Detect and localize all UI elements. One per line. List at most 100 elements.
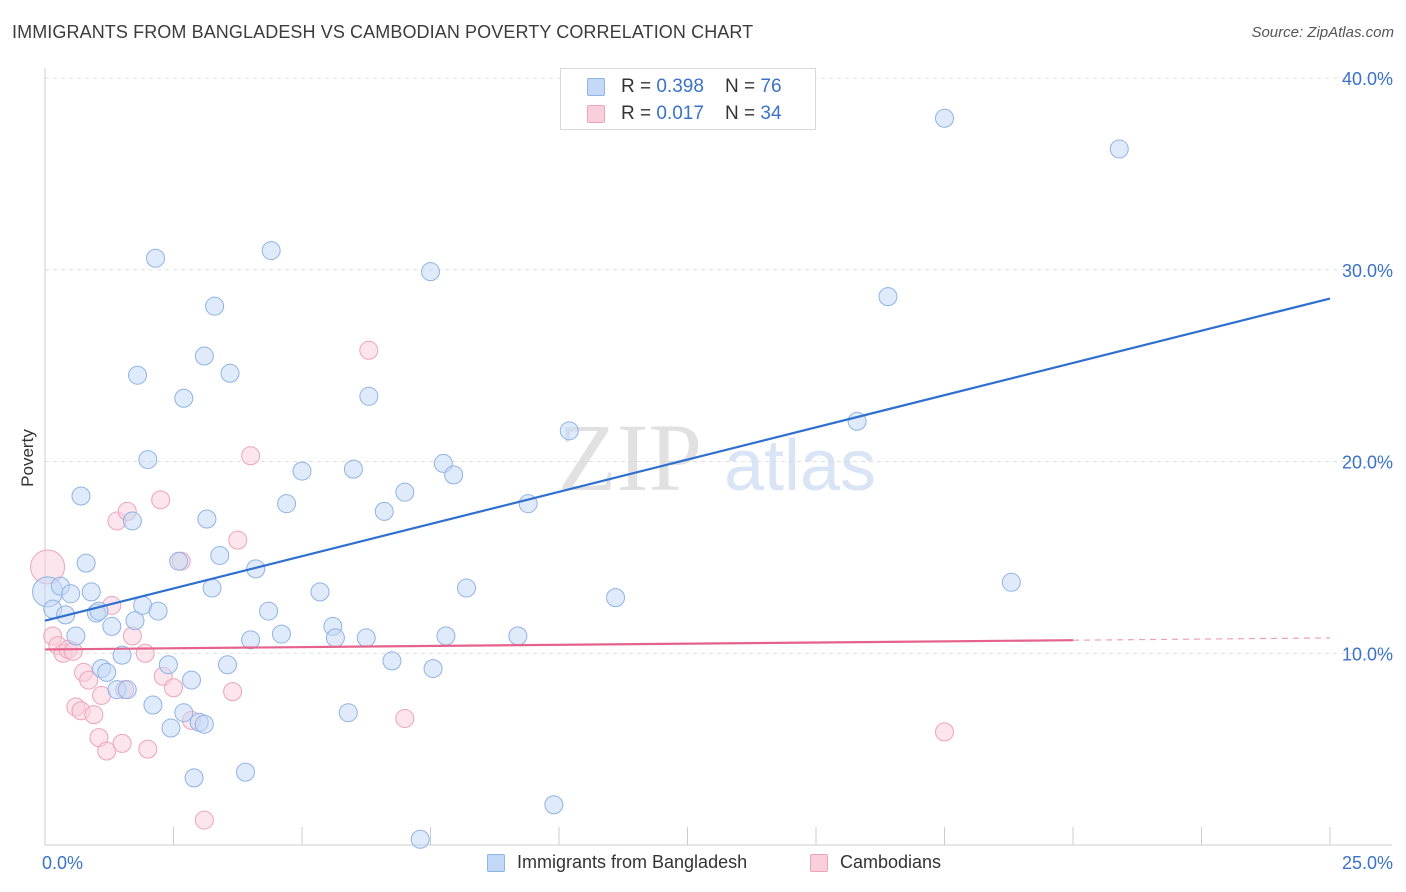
legend-swatch-blue [587,78,605,96]
bangladesh-point [210,545,230,565]
cambodians-point [84,705,104,725]
watermark-atlas: atlas [724,426,876,506]
bangladesh-point [205,296,225,316]
bangladesh-point [508,626,528,646]
correlation-legend: R = 0.398 N = 76 R = 0.017 N = 34 [560,68,816,130]
legend-label-cambodians: Cambodians [840,852,942,872]
cambodians-point [112,733,132,753]
bangladesh-point [194,346,214,366]
bangladesh-point [235,762,255,782]
bangladesh-point [436,626,456,646]
bangladesh-point [138,450,158,470]
bangladesh-point [606,588,626,608]
legend-n-value: 34 [760,103,782,124]
bangladesh-point [217,655,237,675]
y-axis-label: Poverty [18,429,37,487]
bangladesh-point [161,718,181,738]
bangladesh-point [382,651,402,671]
bangladesh-point [174,388,194,408]
bangladesh-point [423,659,443,679]
bangladesh-point [174,703,194,723]
bangladesh-point [97,662,117,682]
y-tick-label: 30.0% [1342,261,1393,281]
bangladesh-point [343,459,363,479]
tick-labels: 10.0% 20.0% 30.0% 40.0% 0.0% 25.0% [42,69,1393,873]
bangladesh-point [102,616,122,636]
bangladesh-point [544,795,564,815]
bangladesh-point [202,578,222,598]
cambodians-point [79,670,99,690]
legend-n-label: N = [725,76,761,97]
x-tick-label: 25.0% [1342,853,1393,873]
bangladesh-point [878,287,898,307]
bangladesh-point [559,421,579,441]
bangladesh-point [122,511,142,531]
bangladesh-point [76,553,96,573]
legend-n-value: 76 [760,76,782,97]
cambodians-points [30,340,954,830]
x-tick-label: 0.0% [42,853,83,873]
bangladesh-point [117,680,137,700]
cambodians-point [223,682,243,702]
y-tick-label: 40.0% [1342,69,1393,89]
bangladesh-point [277,494,297,514]
bangladesh-point [410,829,430,849]
cambodians-point [164,678,183,698]
chart-title: IMMIGRANTS FROM BANGLADESH VS CAMBODIAN … [12,22,754,42]
cambodians-point [395,708,415,728]
bangladesh-point [169,551,189,571]
bangladesh-point [338,703,358,723]
cambodians-point [151,490,171,510]
bangladesh-point [148,601,168,621]
bangladesh-point [356,628,376,648]
legend-swatch-blue [487,854,505,872]
legend-r-value: 0.017 [656,103,704,124]
bangladesh-point [220,363,240,383]
bangladesh-point [128,365,148,385]
source-label: Source: ZipAtlas.com [1251,24,1394,41]
axes [44,68,1392,846]
cambodians-point [97,741,117,761]
bangladesh-point [935,108,954,128]
bangladesh-point [395,482,415,502]
bangladesh-point [184,768,204,788]
bangladesh-point [158,655,178,675]
cambodians-point [138,739,158,759]
bangladesh-point [359,386,379,406]
bangladesh-point [374,501,394,521]
legend-r-label: R = [621,103,657,124]
bangladesh-point [197,509,217,529]
cambodians-trendline-extension [1072,637,1331,641]
bangladesh-point [194,714,214,734]
bangladesh-point [61,584,81,604]
bangladesh-point [1001,572,1021,592]
bangladesh-point [241,630,261,650]
bangladesh-point [325,628,345,648]
y-tick-label: 10.0% [1342,644,1393,664]
legend-swatch-pink [587,105,605,123]
bangladesh-point [1109,139,1129,159]
bangladesh-point [421,262,440,282]
bangladesh-point [81,582,101,602]
bangladesh-point [66,626,86,646]
bangladesh-point [112,645,132,665]
series-legend: Immigrants from Bangladesh Cambodians [0,852,1406,876]
legend-r-label: R = [621,76,657,97]
bangladesh-point [146,248,166,268]
watermark-zip: ZIP [558,404,702,511]
cambodians-trendline [44,639,1074,651]
cambodians-point [359,340,379,360]
bangladesh-point [310,582,330,602]
bangladesh-point [143,695,163,715]
bangladesh-point [271,624,291,644]
legend-swatch-pink [810,854,828,872]
cambodians-point [935,722,954,742]
legend-r-value: 0.398 [656,76,704,97]
cambodians-point [135,643,155,663]
trendlines [44,297,1331,651]
bangladesh-point [292,461,312,481]
cambodians-point [194,810,214,830]
bangladesh-point [125,611,145,631]
watermark: ZIP atlas [558,404,876,511]
